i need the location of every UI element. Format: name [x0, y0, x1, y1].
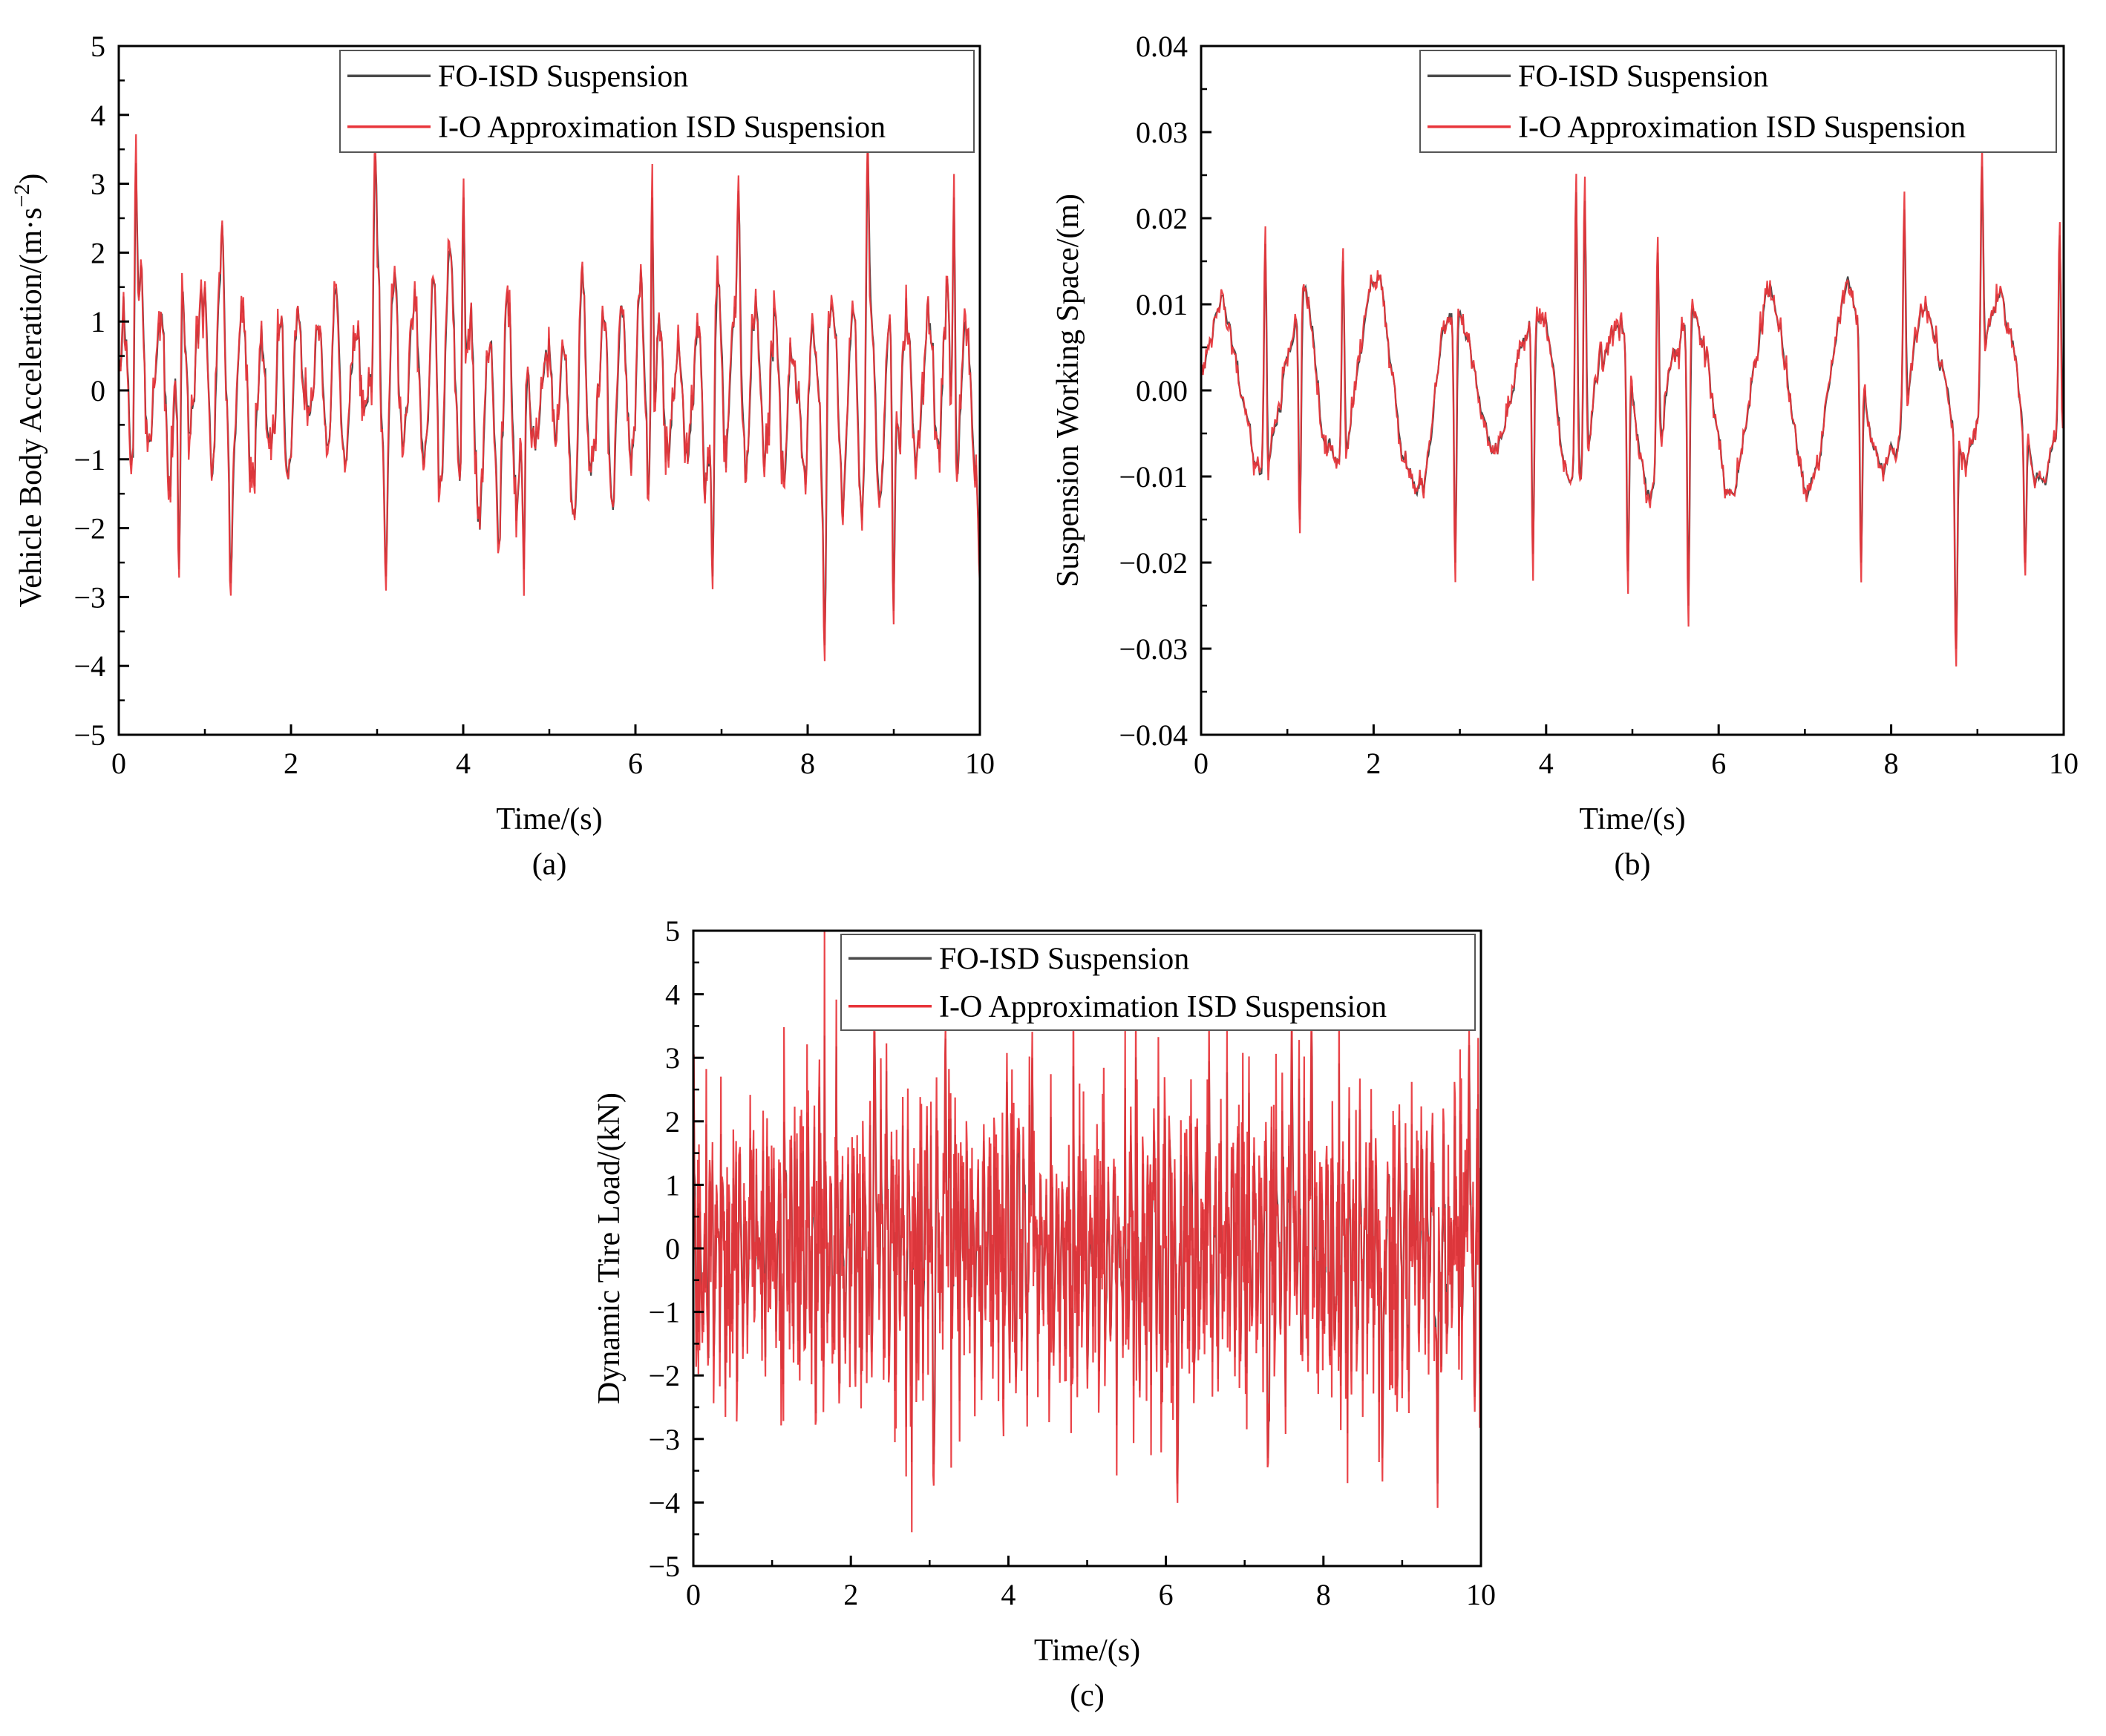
series-line-io-approximation: [1201, 145, 2064, 666]
legend-box: [840, 934, 1476, 1031]
x-axis-title: Time/(s): [1579, 802, 1685, 836]
x-tick-label: 6: [1711, 747, 1726, 780]
legend-box: [339, 50, 975, 153]
y-axis-title: Vehicle Body Acceleration/(m·s−2): [10, 174, 48, 608]
panel-a: 0 2 4 6 8 10 −5 −4 −3 −2 −1 0 1 2 3 4 5 Time/(s) Vehicle B…: [10, 30, 995, 882]
y-tick-label: 0: [91, 374, 105, 407]
x-tick-label: 4: [456, 747, 471, 780]
y-tick-label: 4: [91, 99, 105, 132]
legend-label-io-approximation: I-O Approximation ISD Suspension: [1518, 111, 1966, 145]
y-axis-title-close: ): [14, 174, 48, 184]
y-tick-label: −0.01: [1119, 460, 1188, 494]
legend: FO-ISD Suspension I-O Approximation ISD S…: [1419, 50, 2057, 153]
x-tick-label: 4: [1539, 747, 1554, 780]
y-tick-label: −0.04: [1119, 718, 1188, 752]
y-tick-label: 1: [665, 1168, 680, 1202]
y-tick-label: −5: [648, 1550, 680, 1583]
panel-b: 0 2 4 6 8 10 −0.04 −0.03 −0.02 −0.01 0.00 0.01 0.02 0…: [1051, 30, 2079, 882]
y-tick-label: −4: [73, 649, 105, 683]
y-axis-title: Dynamic Tire Load/(kN): [592, 1093, 627, 1404]
x-tick-label: 0: [686, 1578, 701, 1611]
y-tick-label: 2: [665, 1105, 680, 1139]
x-tick-label: 0: [1194, 747, 1209, 780]
y-tick-label: −2: [73, 512, 105, 546]
y-tick-label: 0.02: [1136, 202, 1188, 235]
y-tick-label: 0: [665, 1232, 680, 1265]
y-axis-title-main: Vehicle Body Acceleration/(m·s: [14, 208, 48, 608]
y-tick-label: 4: [665, 978, 680, 1012]
y-tick-label: 5: [665, 914, 680, 948]
y-tick-label: 5: [91, 30, 105, 63]
legend-label-io-approximation: I-O Approximation ISD Suspension: [438, 111, 886, 145]
y-tick-label: 2: [91, 236, 105, 269]
y-tick-label: −0.02: [1119, 546, 1188, 580]
legend-label-fo-isd: FO-ISD Suspension: [1518, 59, 1768, 94]
y-tick-label: 3: [91, 168, 105, 201]
series-line-fo-isd: [1201, 166, 2064, 649]
y-tick-label: −3: [648, 1423, 680, 1456]
x-tick-label: 2: [284, 747, 298, 780]
y-tick-label: −5: [73, 718, 105, 752]
x-tick-label: 8: [1884, 747, 1899, 780]
x-tick-label: 2: [843, 1578, 858, 1611]
legend-label-fo-isd: FO-ISD Suspension: [939, 942, 1189, 976]
y-tick-label: −1: [648, 1296, 680, 1329]
legend-box: [1419, 50, 2057, 153]
y-axis-title: Suspension Working Space/(m): [1051, 194, 1085, 587]
x-tick-label: 10: [1466, 1578, 1496, 1611]
panel-c: 0 2 4 6 8 10 −5 −4 −3 −2 −1 0 1 2 3 4 5 Time/(s) Dynamic T…: [592, 914, 1496, 1713]
y-tick-label: −4: [648, 1486, 680, 1519]
x-tick-label: 6: [628, 747, 643, 780]
y-tick-label: −3: [73, 580, 105, 614]
y-tick-label: 1: [91, 305, 105, 338]
x-tick-label: 0: [111, 747, 126, 780]
panel-label: (b): [1615, 848, 1651, 882]
y-tick-label: 0.03: [1136, 116, 1188, 149]
x-tick-label: 8: [800, 747, 815, 780]
legend: FO-ISD Suspension I-O Approximation ISD S…: [339, 50, 975, 153]
y-tick-label: −2: [648, 1359, 680, 1392]
x-axis-title: Time/(s): [496, 802, 602, 836]
y-tick-label: 3: [665, 1041, 680, 1075]
y-tick-label: −1: [73, 443, 105, 476]
x-tick-label: 2: [1366, 747, 1381, 780]
y-tick-label: 0.04: [1136, 30, 1188, 63]
x-tick-label: 10: [965, 747, 995, 780]
y-tick-label: −0.03: [1119, 632, 1188, 666]
legend-label-fo-isd: FO-ISD Suspension: [438, 59, 688, 94]
legend-label-io-approximation: I-O Approximation ISD Suspension: [939, 990, 1387, 1024]
y-axis-title-exponent: −2: [10, 184, 34, 208]
panel-label: (a): [532, 848, 567, 882]
series-line-io-approximation: [119, 128, 980, 661]
x-tick-label: 8: [1316, 1578, 1331, 1611]
panel-label: (c): [1070, 1679, 1105, 1713]
x-tick-label: 10: [2049, 747, 2079, 780]
legend: FO-ISD Suspension I-O Approximation ISD S…: [840, 934, 1476, 1031]
x-tick-label: 4: [1001, 1578, 1016, 1611]
y-tick-label: 0.01: [1136, 288, 1188, 321]
y-tick-label: 0.00: [1136, 374, 1188, 407]
x-tick-label: 6: [1159, 1578, 1174, 1611]
x-axis-title: Time/(s): [1034, 1634, 1140, 1668]
series-line-io-approximation: [693, 931, 1481, 1533]
